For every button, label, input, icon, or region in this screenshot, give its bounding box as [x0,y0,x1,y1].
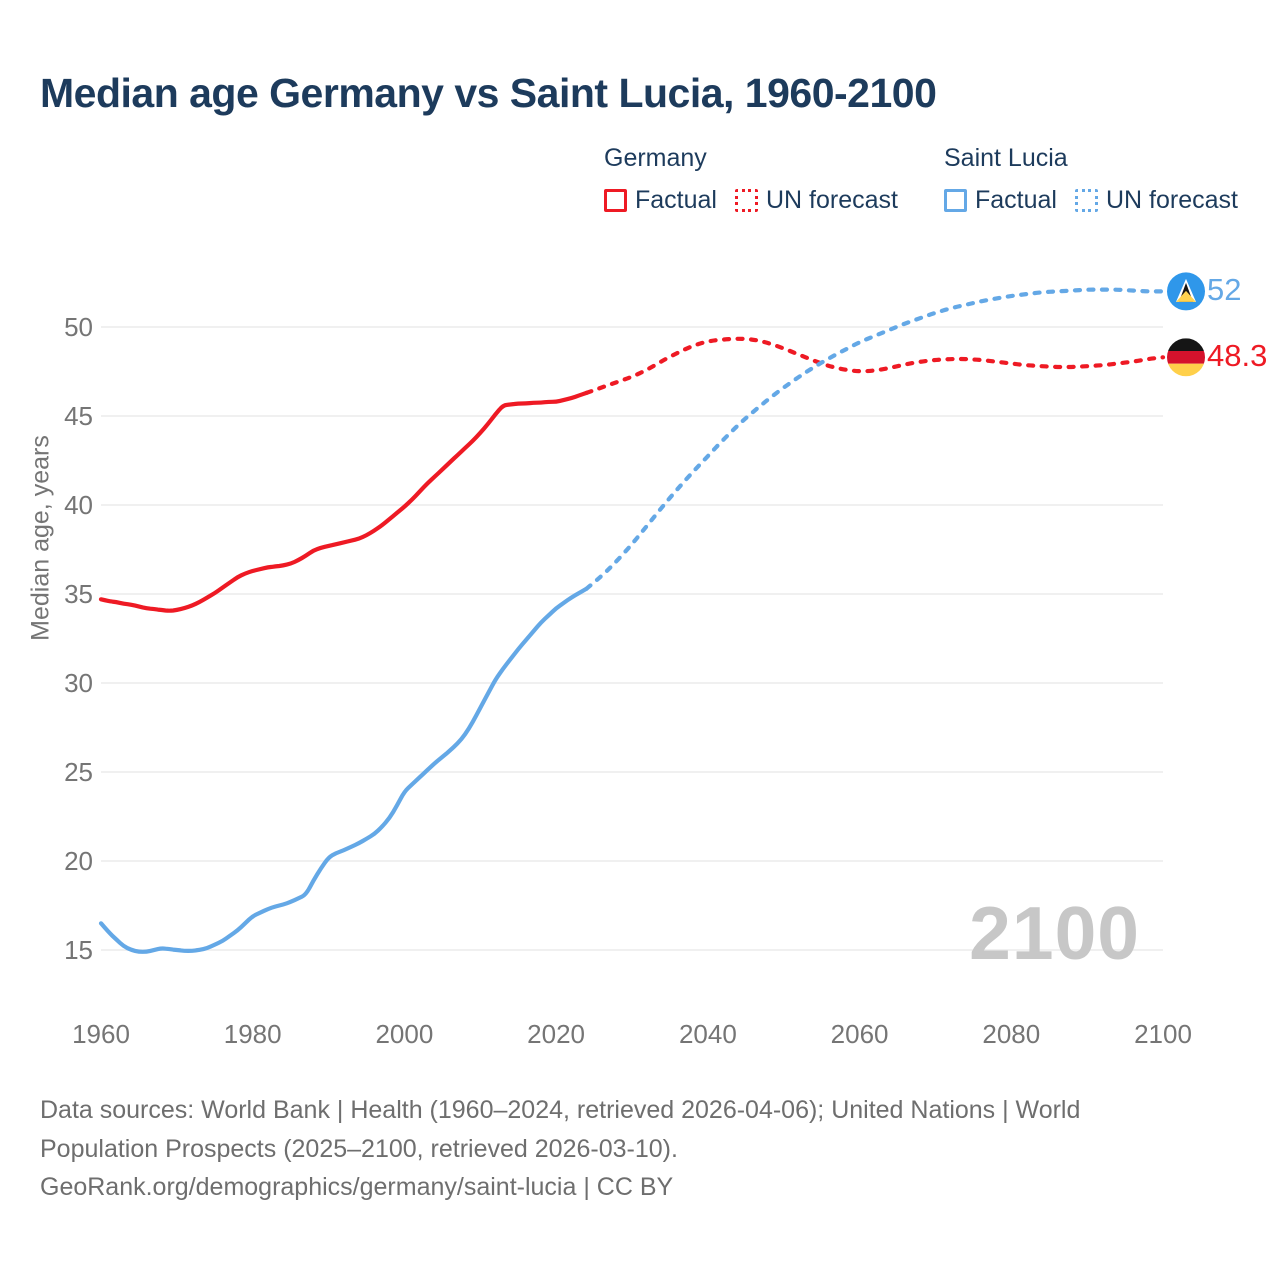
germany-factual-line [98,390,589,613]
legend-item-saint-lucia-forecast[interactable]: UN forecast [1074,186,1238,215]
germany-factual-swatch-icon [604,189,627,212]
y-tick-label: 30 [64,668,93,698]
legend-item-germany-factual[interactable]: Factual [604,186,717,215]
x-tick-label: 1960 [72,1019,130,1049]
saint-lucia-factual-swatch-icon [944,189,967,212]
legend-row-saint-lucia: Factual UN forecast [944,186,1256,215]
y-tick-label: 35 [64,579,93,609]
saint-lucia-factual-line [98,586,589,954]
saint-lucia-end-value: 52 [1207,272,1242,308]
legend-item-label: UN forecast [765,186,898,214]
data-sources: Data sources: World Bank | Health (1960–… [40,1091,1080,1207]
y-tick-label: 25 [64,757,93,787]
legend-group-germany: Germany Factual UN forecast [604,144,916,215]
legend-item-germany-forecast[interactable]: UN forecast [734,186,898,215]
y-tick-label: 15 [64,935,93,965]
legend-group-saint-lucia-title: Saint Lucia [944,144,1068,172]
germany-forecast-swatch-icon [734,189,758,212]
legend-item-saint-lucia-factual[interactable]: Factual [944,186,1057,215]
x-tick-label: 2000 [375,1019,434,1049]
attribution-line: GeoRank.org/demographics/germany/saint-l… [40,1173,674,1201]
legend-item-label: Factual [975,186,1057,214]
germany-end-value: 48.3 [1207,338,1268,374]
y-tick-label: 40 [64,490,93,520]
saint-lucia-flag-icon [1167,272,1205,311]
x-tick-label: 2040 [678,1019,737,1049]
data-sources-line: Population Prospects (2025–2100, retriev… [40,1134,678,1163]
y-tick-label: 50 [64,312,93,342]
legend-item-label: UN forecast [1105,186,1238,214]
series-lines [98,287,1166,954]
watermark-year: 2100 [969,891,1140,975]
legend-group-germany-title: Germany [604,144,707,172]
legend-group-saint-lucia: Saint Lucia Factual UN forecast [944,144,1256,215]
page-title: Median age Germany vs Saint Lucia, 1960-… [40,70,937,116]
x-tick-label: 2080 [982,1019,1041,1049]
x-tick-label: 2100 [1134,1019,1192,1049]
legend-row-germany: Factual UN forecast [604,186,916,215]
x-tick-label: 2060 [830,1019,889,1049]
x-tick-label: 2020 [527,1019,586,1049]
y-tick-label: 45 [64,401,93,431]
germany-forecast-line [584,336,1166,395]
y-tick-label: 20 [64,846,93,876]
x-tick-label: 1980 [223,1019,282,1049]
germany-flag-icon [1167,338,1205,377]
gridlines [101,326,1163,951]
legend-item-label: Factual [635,186,717,214]
data-sources-line: Data sources: World Bank | Health (1960–… [40,1096,1081,1124]
saint-lucia-forecast-swatch-icon [1074,189,1098,212]
saint-lucia-forecast-line [584,287,1166,591]
